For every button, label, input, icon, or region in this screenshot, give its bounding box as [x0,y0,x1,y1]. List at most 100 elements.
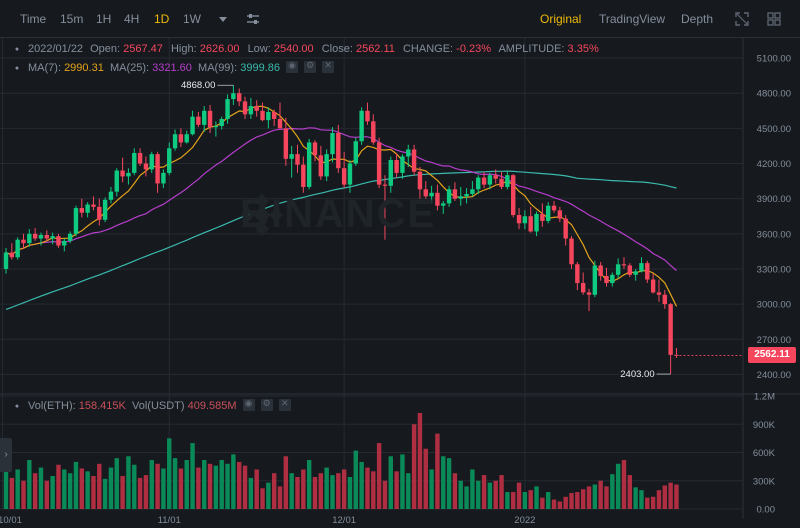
volume-bar [289,473,294,509]
volume-bar [522,492,528,509]
low-label: Low: [247,43,271,55]
candle-body [674,354,679,356]
volume-bar [592,484,598,509]
candle-body [592,265,598,295]
candle-body [604,276,609,284]
candle-body [359,110,364,142]
close-icon[interactable]: ✕ [278,398,291,411]
candle-body [662,294,667,305]
ma25-value: 3321.60 [152,62,192,74]
volume-bar [3,463,9,509]
candle-body [161,172,166,184]
candle-body [563,218,568,239]
candle-body [56,236,61,246]
timeframe-15m[interactable]: 15m [60,12,84,26]
volume-bar [604,486,609,509]
watermark-text: BINANCE [240,192,437,236]
candle-body [67,233,73,241]
change-value: -0.23% [456,43,492,55]
candle-body [155,154,160,184]
volume-bar [149,460,154,509]
volume-bar [38,467,44,509]
grid-layout-icon[interactable] [767,12,781,26]
volume-bar [336,473,341,509]
candle-body [411,149,417,172]
candle-body [382,184,388,186]
volume-bar [184,460,189,509]
low-annotation: 2403.00 [620,369,654,380]
volume-bar [470,469,475,509]
candle-body [586,292,592,295]
candle-body [551,205,557,211]
candle-body [32,233,38,239]
candle-body [545,205,551,221]
eye-icon[interactable]: ◉ [286,60,299,73]
volume-bar [534,486,539,509]
timeframe-4h[interactable]: 4H [124,12,140,26]
expand-icon[interactable] [735,12,749,26]
candle-body [143,163,149,170]
candle-body [79,208,84,213]
candle-body [15,239,20,258]
volume-bar [621,460,627,509]
candle-body [668,304,673,355]
volume-bar [406,473,411,509]
volume-bar [610,474,615,509]
timeframe-1d[interactable]: 1D [154,12,170,26]
settings-icon[interactable]: ⚙ [304,60,317,73]
candle-body [248,106,254,115]
expand-side-panel-icon[interactable]: › [0,438,12,472]
close-icon[interactable]: ✕ [322,60,335,73]
volume-bar [441,456,446,509]
volume-bar [172,458,178,509]
view-original[interactable]: Original [540,12,582,26]
volume-bar [645,497,650,509]
volume-bar [650,496,656,509]
volume-bar [481,475,487,509]
candle-body [470,189,475,194]
candle-body [27,233,32,244]
volume-bar [137,477,143,509]
candle-body [318,155,324,177]
volume-bar [575,492,580,509]
candlestick-chart[interactable]: 5100.00 4800.00 4500.00 4200.00 3900.00 3600.… [0,38,800,528]
legend-bullet: ● [14,403,20,410]
volume-bar [394,471,399,509]
candle-body [406,149,411,157]
candle-body [102,199,108,220]
volume-bar [114,458,119,509]
volume-bar [382,480,388,509]
timeframe-1h[interactable]: 1H [96,12,112,26]
candle-body [306,142,312,187]
timeframe-time[interactable]: Time [20,12,47,26]
volume-bar [580,489,586,509]
volume-bar [56,464,61,509]
amplitude-value: 3.35% [567,43,599,55]
candle-body [324,154,329,177]
volume-bar [97,463,102,509]
candle-body [476,177,481,190]
sliders-icon[interactable] [246,12,260,26]
volume-bar [586,486,592,509]
settings-icon[interactable]: ⚙ [260,398,273,411]
volume-bar [627,475,633,509]
volume-tick-label: 300K [753,476,776,487]
volume-bar [161,468,166,509]
volume-bar [633,487,638,509]
volume-bar [312,476,318,509]
candle-body [260,110,265,121]
eye-icon[interactable]: ◉ [242,398,255,411]
view-tradingview[interactable]: TradingView [599,12,666,26]
caret-down-icon[interactable] [216,12,230,26]
timeframe-1w[interactable]: 1W [183,12,201,26]
view-depth[interactable]: Depth [681,12,714,26]
volume-tick-label: 900K [753,420,776,431]
volume-bar [225,463,230,509]
volume-bar [120,476,125,509]
candle-body [213,126,219,128]
volume-bar [487,482,493,509]
vol-usdt-label: Vol(USDT) [131,400,185,412]
price-tick-label: 3900.00 [757,194,791,205]
candle-body [132,152,137,173]
candle-body [341,168,347,185]
